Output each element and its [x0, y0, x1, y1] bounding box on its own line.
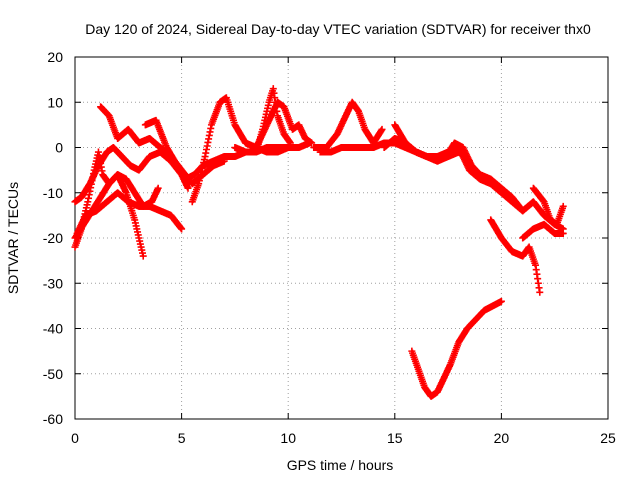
data-point	[536, 288, 544, 296]
axis-ticks: 0 5 10 15 20 25 20 10 0 -10 -20 -30 -40 -50 -60	[43, 49, 616, 446]
series-track-i	[252, 98, 316, 151]
data-point	[497, 297, 505, 305]
data-point	[286, 139, 294, 147]
series-track-c	[71, 144, 192, 206]
series-track-d	[73, 189, 186, 237]
data-point	[559, 229, 567, 237]
y-tick-label: -20	[43, 230, 63, 246]
y-tick-label: 20	[47, 49, 63, 65]
y-tick-label: -30	[43, 275, 63, 291]
y-tick-label: -60	[43, 411, 63, 427]
data-point	[139, 252, 147, 260]
data-series	[71, 85, 567, 400]
data-point	[178, 225, 186, 233]
x-tick-label: 15	[387, 430, 403, 446]
data-point	[378, 125, 386, 133]
series-track-q	[408, 297, 505, 400]
series-track-n	[487, 216, 544, 296]
plot-frame	[74, 56, 609, 420]
x-tick-label: 10	[280, 430, 296, 446]
data-point	[559, 202, 567, 210]
y-tick-label: 10	[47, 94, 63, 110]
data-point	[308, 139, 316, 147]
y-tick-label: -50	[43, 366, 63, 382]
series-track-o	[519, 220, 567, 242]
x-tick-label: 25	[600, 430, 616, 446]
chart-title: Day 120 of 2024, Sidereal Day-to-day VTE…	[85, 21, 591, 37]
x-axis-label: GPS time / hours	[287, 457, 394, 473]
y-tick-label: -10	[43, 185, 63, 201]
series-track-p	[529, 184, 567, 228]
x-tick-label: 5	[178, 430, 186, 446]
y-tick-label: 0	[55, 140, 63, 156]
y-tick-label: -40	[43, 321, 63, 337]
grid-lines	[75, 57, 608, 419]
y-axis-label: SDTVAR / TECUs	[5, 182, 21, 294]
x-tick-label: 20	[494, 430, 510, 446]
series-track-m	[391, 121, 567, 233]
series-track-j	[310, 98, 386, 151]
data-point	[184, 184, 192, 192]
x-tick-label: 0	[71, 430, 79, 446]
data-point	[154, 184, 162, 192]
